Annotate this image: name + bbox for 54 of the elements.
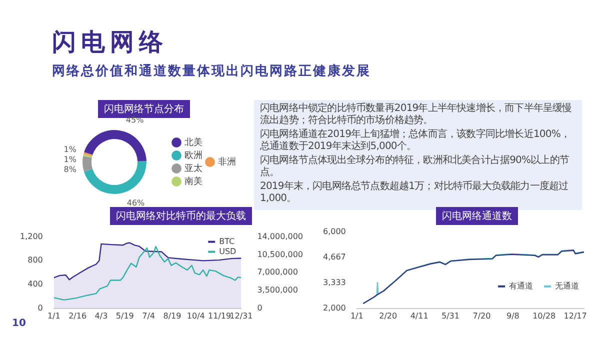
y2-tick-label: 10,500,000: [257, 250, 304, 259]
chart-title: 闪电网络节点分布: [104, 104, 184, 115]
x-tick-label: 10/28: [532, 311, 556, 320]
legend-label: 南美: [184, 176, 202, 187]
text: 闪电网络: [52, 27, 168, 58]
data-label: 46%: [126, 198, 146, 208]
x-tick-label: 7/4: [142, 311, 156, 320]
x-tick-label: 11/19: [208, 311, 232, 320]
x-tick-label: 5/31: [442, 311, 460, 320]
text: 闪电网络中锁定的比特币数量再2019年上半年快速增长，而下半年呈缓慢流出趋势；符合比特币的市场价格趋势。: [260, 103, 573, 127]
text: 网络总价值和通道数量体现出闪电网路正健康发展: [52, 62, 371, 80]
chart-title: 闪电网络通道数: [436, 207, 518, 225]
y-tick-label: 3,333: [322, 278, 346, 287]
x-tick-label: 9/8: [506, 311, 520, 320]
x-tick-label: 1/1: [47, 311, 60, 320]
y-tick-label: 800: [28, 256, 43, 265]
y2-tick-label: 3,500,000: [257, 286, 298, 295]
x-tick-label: 2/16: [68, 311, 87, 320]
data-label: 1%: [64, 155, 77, 164]
y-tick-label: 400: [28, 280, 43, 289]
legend-label: 有通道: [509, 281, 534, 290]
data-label: 45%: [126, 115, 144, 124]
text: 2019年末，闪电网络总节点数超越1万；对比特币最大负载能力一度超过1,000。: [260, 181, 570, 205]
data-label: 1%: [64, 145, 77, 154]
x-tick-label: 12/17: [564, 311, 587, 320]
x-tick-label: 7/20: [472, 311, 491, 320]
y2-tick-label: 14,000,000: [257, 232, 304, 241]
x-tick-label: 4/3: [94, 311, 108, 320]
x-tick-label: 1/1: [350, 311, 364, 320]
y-tick-label: 4,667: [322, 252, 346, 262]
legend-label: 亚太: [184, 162, 202, 174]
text: 闪电网络节点体现出全球分布的特征，欧洲和北美合计占据90%以上的节点。: [260, 155, 570, 179]
legend-label: 无通道: [555, 281, 580, 290]
y-tick-label: 2,000: [322, 303, 346, 312]
x-tick-label: 10/4: [186, 311, 205, 320]
legend-label: BTC: [219, 236, 236, 246]
x-tick-label: 2/20: [379, 311, 398, 320]
legend-label: 北美: [184, 136, 202, 148]
text: 10: [12, 318, 26, 329]
legend-label: USD: [219, 246, 236, 256]
legend-label: 欧洲: [184, 150, 202, 161]
y-tick-label: 1,200: [20, 232, 43, 241]
x-tick-label: 8/19: [163, 311, 182, 320]
y2-tick-label: 7,000,000: [257, 268, 298, 277]
data-label: 8%: [64, 165, 77, 174]
x-tick-label: 12/31: [230, 311, 253, 320]
x-tick-label: 5/19: [116, 311, 134, 320]
y-tick-label: 6,000: [322, 226, 346, 236]
text: 闪电网络通道在2019年上旬猛增；总体而言，该数字同比增长近100%，总通道数于2019年末达到5,000个。: [260, 129, 572, 153]
y2-tick-label: 0: [257, 303, 262, 312]
x-tick-label: 4/11: [410, 311, 428, 320]
chart-title: 闪电网络对比特币的最大负载: [110, 207, 252, 225]
legend-label: 非洲: [218, 156, 236, 168]
y-tick-label: 0: [38, 303, 43, 312]
